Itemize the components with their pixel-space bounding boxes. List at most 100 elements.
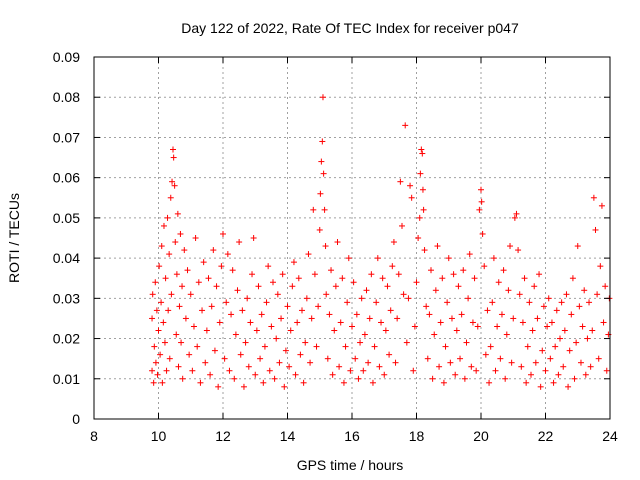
data-point	[416, 214, 423, 221]
data-point	[386, 351, 393, 358]
data-point	[461, 375, 468, 382]
data-point	[337, 319, 344, 326]
data-point	[471, 275, 478, 282]
data-point	[373, 299, 380, 306]
data-point	[271, 375, 278, 382]
data-point	[574, 243, 581, 250]
data-point	[240, 383, 247, 390]
data-point	[317, 190, 324, 197]
data-point	[434, 243, 441, 250]
data-point	[331, 327, 338, 334]
data-point	[253, 327, 260, 334]
data-point	[600, 319, 607, 326]
data-point	[278, 315, 285, 322]
data-point	[468, 363, 475, 370]
data-point	[424, 355, 431, 362]
x-tick-label: 22	[538, 428, 554, 444]
data-point	[274, 291, 281, 298]
data-point	[178, 339, 185, 346]
data-point	[228, 311, 235, 318]
data-point	[440, 379, 447, 386]
data-point	[407, 182, 414, 189]
data-point	[537, 383, 544, 390]
data-point	[555, 371, 562, 378]
data-point	[287, 327, 294, 334]
data-point	[547, 355, 554, 362]
data-point	[369, 379, 376, 386]
data-point	[305, 251, 312, 258]
x-tick-label: 10	[151, 428, 167, 444]
data-point	[532, 359, 539, 366]
data-point	[355, 375, 362, 382]
data-point	[286, 363, 293, 370]
data-point	[182, 315, 189, 322]
data-point	[420, 206, 427, 213]
data-point	[295, 275, 302, 282]
data-point	[166, 355, 173, 362]
data-point	[220, 230, 226, 237]
x-tick-label: 8	[90, 428, 98, 444]
data-point	[450, 271, 457, 278]
data-point	[266, 367, 273, 374]
y-tick-label: 0.03	[53, 290, 80, 306]
data-point	[186, 351, 193, 358]
data-point	[168, 291, 175, 298]
data-point	[208, 303, 215, 310]
data-point	[152, 279, 159, 286]
data-point	[447, 359, 454, 366]
data-point	[313, 343, 320, 350]
data-point	[389, 263, 396, 270]
y-tick-label: 0.08	[53, 89, 80, 105]
data-point	[511, 214, 518, 221]
data-point	[294, 319, 301, 326]
data-point	[366, 315, 373, 322]
data-point	[444, 299, 451, 306]
data-point	[395, 271, 402, 278]
data-point	[545, 295, 552, 302]
data-point	[476, 206, 483, 213]
data-point	[378, 319, 385, 326]
data-point	[149, 291, 156, 298]
data-point	[319, 94, 326, 101]
data-point	[431, 331, 438, 338]
y-tick-label: 0.09	[53, 49, 80, 65]
data-point	[571, 375, 578, 382]
data-point	[597, 263, 604, 270]
data-point	[211, 347, 218, 354]
data-point	[347, 367, 354, 374]
data-point	[165, 307, 172, 314]
data-point	[157, 351, 164, 358]
data-point	[153, 307, 160, 314]
data-point	[321, 206, 328, 213]
data-point	[255, 283, 262, 290]
data-point	[368, 271, 375, 278]
data-point	[189, 367, 196, 374]
data-point	[247, 319, 254, 326]
data-point	[173, 331, 180, 338]
data-point	[518, 363, 525, 370]
data-point	[200, 259, 207, 266]
data-point	[568, 311, 575, 318]
data-point	[184, 267, 191, 274]
data-point	[397, 178, 404, 185]
data-point	[442, 343, 449, 350]
data-point	[229, 267, 236, 274]
data-point	[231, 375, 238, 382]
data-point	[226, 367, 233, 374]
data-point	[316, 226, 323, 233]
chart-title: Day 122 of 2022, Rate Of TEC Index for r…	[181, 20, 519, 36]
data-point	[303, 295, 310, 302]
data-point	[344, 299, 351, 306]
data-point	[202, 359, 209, 366]
data-point	[494, 323, 501, 330]
data-point	[418, 146, 425, 153]
data-point	[250, 235, 257, 241]
data-point	[276, 359, 283, 366]
y-axis-label: ROTI / TECUs	[6, 193, 22, 283]
data-point	[221, 355, 228, 362]
data-point	[308, 315, 315, 322]
data-point	[561, 327, 568, 334]
x-tick-label: 12	[215, 428, 231, 444]
data-point	[265, 263, 272, 270]
data-point	[170, 154, 177, 161]
